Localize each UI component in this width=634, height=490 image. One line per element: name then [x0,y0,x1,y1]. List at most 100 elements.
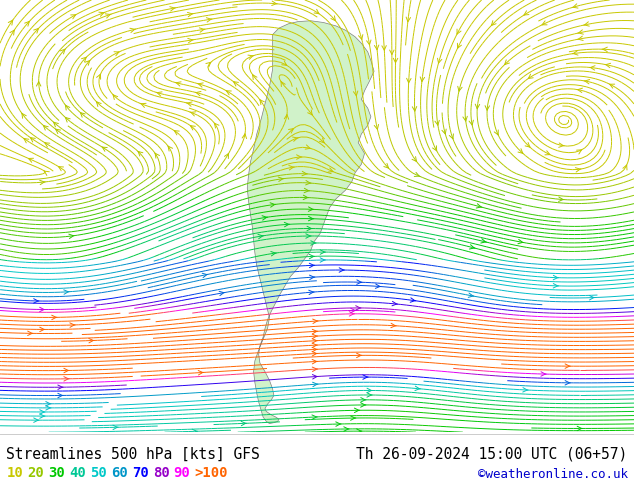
Text: 30: 30 [48,466,65,480]
FancyArrowPatch shape [545,151,550,155]
FancyArrowPatch shape [233,82,238,86]
FancyArrowPatch shape [356,429,362,433]
FancyArrowPatch shape [309,254,314,259]
FancyArrowPatch shape [320,258,325,262]
FancyArrowPatch shape [361,403,366,407]
FancyArrowPatch shape [457,29,461,34]
FancyArrowPatch shape [384,163,389,168]
FancyArrowPatch shape [226,91,231,95]
Text: 40: 40 [69,466,86,480]
FancyArrowPatch shape [114,52,119,56]
FancyArrowPatch shape [328,168,333,172]
FancyArrowPatch shape [356,353,362,358]
FancyArrowPatch shape [306,180,311,185]
FancyArrowPatch shape [309,275,315,280]
FancyArrowPatch shape [89,339,94,343]
FancyArrowPatch shape [353,91,358,96]
FancyArrowPatch shape [375,284,381,289]
FancyArrowPatch shape [610,84,615,88]
FancyArrowPatch shape [311,241,316,245]
FancyArrowPatch shape [313,367,318,371]
FancyArrowPatch shape [375,45,379,49]
FancyArrowPatch shape [320,250,325,254]
FancyArrowPatch shape [565,364,571,368]
FancyArrowPatch shape [553,284,559,288]
FancyArrowPatch shape [559,143,564,147]
FancyArrowPatch shape [361,397,366,402]
FancyArrowPatch shape [349,312,354,316]
FancyArrowPatch shape [469,245,476,249]
FancyArrowPatch shape [577,88,583,93]
FancyArrowPatch shape [258,234,264,239]
FancyArrowPatch shape [573,51,578,55]
FancyArrowPatch shape [102,147,107,151]
FancyArrowPatch shape [495,130,498,135]
FancyArrowPatch shape [357,280,362,284]
FancyArrowPatch shape [58,167,63,171]
FancyArrowPatch shape [523,388,528,392]
FancyArrowPatch shape [270,203,276,207]
FancyArrowPatch shape [113,95,118,99]
FancyArrowPatch shape [25,22,29,26]
FancyArrowPatch shape [553,275,559,280]
FancyArrowPatch shape [577,426,583,431]
FancyArrowPatch shape [138,151,143,156]
FancyArrowPatch shape [367,392,372,397]
FancyArrowPatch shape [130,28,136,32]
FancyArrowPatch shape [58,393,63,398]
FancyArrowPatch shape [313,382,318,387]
FancyArrowPatch shape [64,377,69,381]
FancyArrowPatch shape [313,374,318,379]
FancyArrowPatch shape [320,138,324,143]
FancyArrowPatch shape [485,106,489,110]
FancyArrowPatch shape [197,83,204,87]
Text: 10: 10 [6,466,23,480]
FancyArrowPatch shape [99,12,105,16]
FancyArrowPatch shape [524,11,529,15]
FancyArrowPatch shape [525,143,530,147]
FancyArrowPatch shape [168,146,172,151]
FancyArrowPatch shape [559,197,564,201]
FancyArrowPatch shape [304,188,309,193]
FancyArrowPatch shape [24,139,29,143]
FancyArrowPatch shape [481,239,486,243]
FancyArrowPatch shape [175,82,181,86]
FancyArrowPatch shape [81,113,85,117]
FancyArrowPatch shape [572,4,578,8]
FancyArrowPatch shape [578,36,583,41]
FancyArrowPatch shape [36,82,41,86]
Text: ©weatheronline.co.uk: ©weatheronline.co.uk [477,468,628,481]
Text: 70: 70 [132,466,148,480]
FancyArrowPatch shape [307,110,312,115]
FancyArrowPatch shape [313,319,318,323]
FancyArrowPatch shape [590,295,595,300]
FancyArrowPatch shape [351,416,356,420]
FancyArrowPatch shape [312,334,318,339]
FancyArrowPatch shape [393,58,398,63]
FancyArrowPatch shape [242,134,247,139]
FancyArrowPatch shape [278,177,284,181]
FancyArrowPatch shape [156,92,162,96]
Text: Streamlines 500 hPa [kts] GFS: Streamlines 500 hPa [kts] GFS [6,447,260,462]
Text: Th 26-09-2024 15:00 UTC (06+57): Th 26-09-2024 15:00 UTC (06+57) [356,447,628,462]
FancyArrowPatch shape [284,222,290,227]
FancyArrowPatch shape [113,425,119,430]
FancyArrowPatch shape [469,120,474,125]
FancyArrowPatch shape [410,298,416,302]
FancyArrowPatch shape [40,410,45,414]
Text: 20: 20 [27,466,44,480]
FancyArrowPatch shape [344,427,349,431]
FancyArrowPatch shape [262,216,268,220]
FancyArrowPatch shape [312,415,318,419]
FancyArrowPatch shape [339,268,344,272]
FancyArrowPatch shape [414,172,420,176]
FancyArrowPatch shape [46,406,51,410]
FancyArrowPatch shape [70,323,75,327]
Text: >100: >100 [195,466,228,480]
FancyArrowPatch shape [306,234,311,238]
FancyArrowPatch shape [170,7,176,11]
FancyArrowPatch shape [457,43,462,48]
FancyArrowPatch shape [105,14,111,18]
FancyArrowPatch shape [359,35,363,39]
Text: 50: 50 [90,466,107,480]
